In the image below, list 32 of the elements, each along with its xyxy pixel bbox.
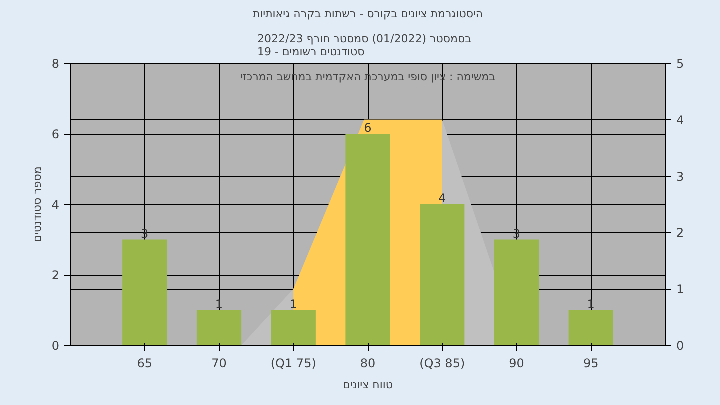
- data-label: 6: [364, 121, 372, 135]
- x-tick-label: (Q1 75): [270, 356, 316, 370]
- y-tick-label: 4: [52, 198, 60, 212]
- x-tick-label: 90: [509, 356, 524, 370]
- x-tick-label: (Q3 85): [420, 356, 466, 370]
- x-tick-label: 70: [212, 356, 227, 370]
- y2-tick-label: 2: [676, 226, 684, 240]
- y-tick-label: 2: [52, 268, 60, 282]
- chart-subtitle: בסמסטר (01/2022) סמסטר חורף 2022/23 סטודנטים רשומים - 19: [258, 32, 472, 58]
- bar: [346, 134, 390, 346]
- y-tick-label: 8: [52, 57, 60, 71]
- y-tick-label: 0: [52, 339, 60, 353]
- y2-tick-label: 3: [676, 170, 684, 184]
- y2-tick-label: 4: [676, 113, 684, 128]
- bar: [196, 310, 242, 346]
- y-tick-label: 6: [52, 128, 60, 142]
- data-label: 4: [438, 192, 446, 206]
- x-tick-label: 80: [360, 356, 376, 370]
- bar: [271, 310, 316, 346]
- bar: [568, 310, 614, 346]
- bar: [420, 204, 465, 346]
- y2-tick-label: 0: [676, 339, 684, 353]
- bar: [494, 240, 540, 346]
- bar: [122, 240, 168, 346]
- x-tick-label: 95: [583, 356, 599, 370]
- y2-tick-label: 1: [676, 282, 684, 297]
- x-tick-label: 65: [137, 356, 153, 370]
- x-axis-title: טווח ציונים: [343, 378, 393, 392]
- y-axis-title: מספר סטודנטים: [30, 166, 44, 242]
- y2-tick-label: 5: [676, 57, 684, 71]
- chart-title: היסטוגרמת ציונים בקורס - רשתות בקרה גיאותיות: [252, 8, 484, 20]
- data-label: 1: [290, 297, 298, 312]
